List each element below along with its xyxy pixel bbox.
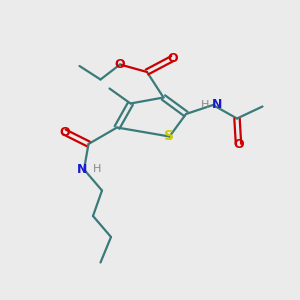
Text: O: O [233, 137, 244, 151]
Text: N: N [77, 163, 88, 176]
Text: S: S [164, 130, 175, 143]
Text: O: O [59, 125, 70, 139]
Text: H: H [93, 164, 102, 175]
Text: H: H [201, 100, 210, 110]
Text: O: O [115, 58, 125, 71]
Text: N: N [212, 98, 223, 111]
Text: O: O [167, 52, 178, 65]
